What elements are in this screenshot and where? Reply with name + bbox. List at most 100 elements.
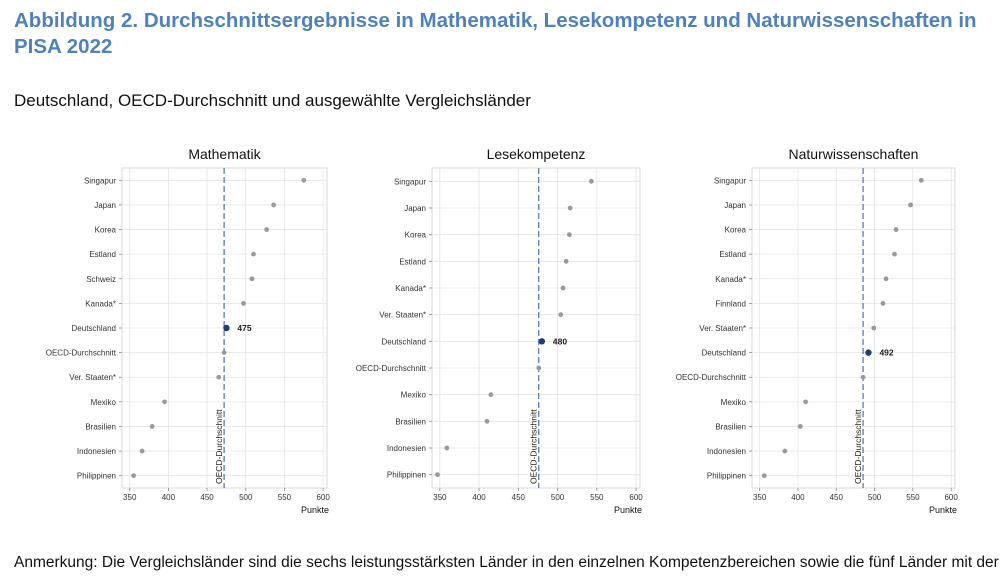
x-tick-label: 450: [830, 493, 844, 502]
category-label: Singapur: [394, 177, 426, 186]
category-label: Ver. Staaten*: [699, 324, 746, 333]
data-point: [865, 349, 872, 356]
x-tick-label: 450: [512, 493, 526, 502]
data-point: [558, 312, 564, 318]
data-point: [880, 300, 886, 306]
data-point: [488, 392, 494, 398]
panel-title: Lesekompetenz: [487, 146, 586, 162]
data-label: 475: [237, 323, 251, 333]
data-point: [883, 276, 889, 282]
category-label: Japan: [94, 201, 116, 210]
x-tick-label: 400: [162, 493, 176, 502]
category-label: Deutschland: [72, 324, 116, 333]
data-point: [444, 445, 450, 451]
category-label: OECD-Durchschnitt: [676, 373, 747, 382]
data-point: [908, 202, 913, 208]
figure-note: Anmerkung: Die Vergleichsländer sind die…: [14, 554, 999, 571]
category-label: Brasilien: [85, 422, 116, 431]
data-point: [162, 399, 167, 405]
x-tick-label: 550: [906, 493, 920, 502]
category-label: Indonesien: [387, 444, 426, 453]
category-label: Japan: [404, 204, 426, 213]
data-point: [249, 276, 255, 282]
category-label: Deutschland: [382, 337, 426, 346]
data-point: [803, 399, 809, 405]
category-label: Philippinen: [707, 472, 746, 481]
category-label: Kanada*: [85, 299, 116, 308]
x-axis-label: Punkte: [929, 505, 957, 515]
data-point: [223, 324, 230, 332]
data-point: [538, 338, 546, 345]
panel-lesekompetenz: 350 400 450 500 550 600 Singapur Japan Korea Estl…: [356, 146, 644, 515]
data-label: 480: [553, 336, 567, 346]
category-label: Philippinen: [387, 471, 426, 480]
category-label: Finnland: [715, 299, 746, 308]
x-tick-label: 500: [551, 493, 565, 502]
category-label: OECD-Durchschnitt: [356, 364, 427, 373]
data-point: [560, 285, 566, 291]
x-tick-label: 400: [791, 493, 805, 502]
data-point: [241, 300, 246, 306]
data-point: [567, 205, 573, 211]
category-label: Ver. Staaten*: [69, 373, 116, 382]
x-tick-label: 550: [590, 493, 604, 502]
x-axis-label: Punkte: [301, 505, 329, 515]
category-label: Deutschland: [702, 349, 746, 358]
x-tick-label: 450: [200, 493, 214, 502]
category-label: Japan: [724, 201, 746, 210]
category-label: Kanada*: [395, 284, 426, 293]
data-point: [860, 374, 866, 380]
charts-area: 350 400 450 500 550 600 Singapur Japan Korea Estl…: [0, 140, 1000, 520]
category-label: Estland: [89, 250, 116, 259]
oecd-average-label: OECD-Durchschnitt: [529, 409, 539, 484]
x-tick-label: 600: [944, 493, 958, 502]
data-point: [566, 232, 572, 238]
category-label: Indonesien: [707, 447, 746, 456]
data-point: [782, 448, 788, 454]
category-label: Kanada*: [715, 275, 746, 284]
data-point: [271, 202, 277, 208]
x-tick-label: 350: [433, 493, 447, 502]
category-label: Korea: [725, 226, 747, 235]
x-tick-label: 600: [629, 493, 643, 502]
data-point: [301, 177, 307, 183]
category-label: Singapur: [84, 176, 116, 185]
data-point: [536, 365, 542, 371]
x-tick-label: 500: [239, 493, 253, 502]
x-axis-label: Punkte: [614, 505, 642, 515]
data-point: [435, 472, 440, 478]
category-label: Estland: [399, 257, 426, 266]
category-label: Philippinen: [77, 472, 116, 481]
x-tick-label: 550: [278, 493, 292, 502]
data-point: [139, 448, 145, 454]
x-tick-label: 500: [868, 493, 882, 502]
figure-subtitle: Deutschland, OECD-Durchschnitt und ausge…: [14, 91, 531, 110]
data-label: 492: [879, 348, 893, 358]
category-label: Mexiko: [721, 398, 747, 407]
category-label: Estland: [719, 250, 746, 259]
x-tick-label: 600: [316, 493, 330, 502]
data-point: [221, 350, 227, 356]
data-point: [588, 178, 594, 184]
data-point: [797, 424, 803, 429]
data-point: [918, 177, 924, 183]
panel-title: Naturwissenschaften: [789, 146, 919, 162]
data-point: [484, 418, 490, 424]
figure-title: Abbildung 2. Durchschnittsergebnisse in …: [14, 9, 977, 58]
category-label: Brasilien: [395, 417, 426, 426]
data-point: [149, 424, 155, 429]
category-label: Schweiz: [86, 275, 116, 284]
category-label: Singapur: [714, 176, 746, 185]
data-point: [892, 251, 897, 257]
category-label: Brasilien: [715, 422, 746, 431]
category-label: Mexiko: [91, 398, 117, 407]
data-point: [131, 473, 137, 479]
category-label: Ver. Staaten*: [379, 311, 426, 320]
data-point: [761, 473, 767, 479]
category-label: Mexiko: [401, 391, 427, 400]
data-point: [216, 374, 222, 380]
x-tick-label: 400: [472, 493, 486, 502]
data-point: [264, 227, 270, 232]
pisa-dot-charts: 350 400 450 500 550 600 Singapur Japan Korea Estl…: [46, 146, 959, 515]
oecd-average-label: OECD-Durchschnitt: [853, 409, 863, 484]
